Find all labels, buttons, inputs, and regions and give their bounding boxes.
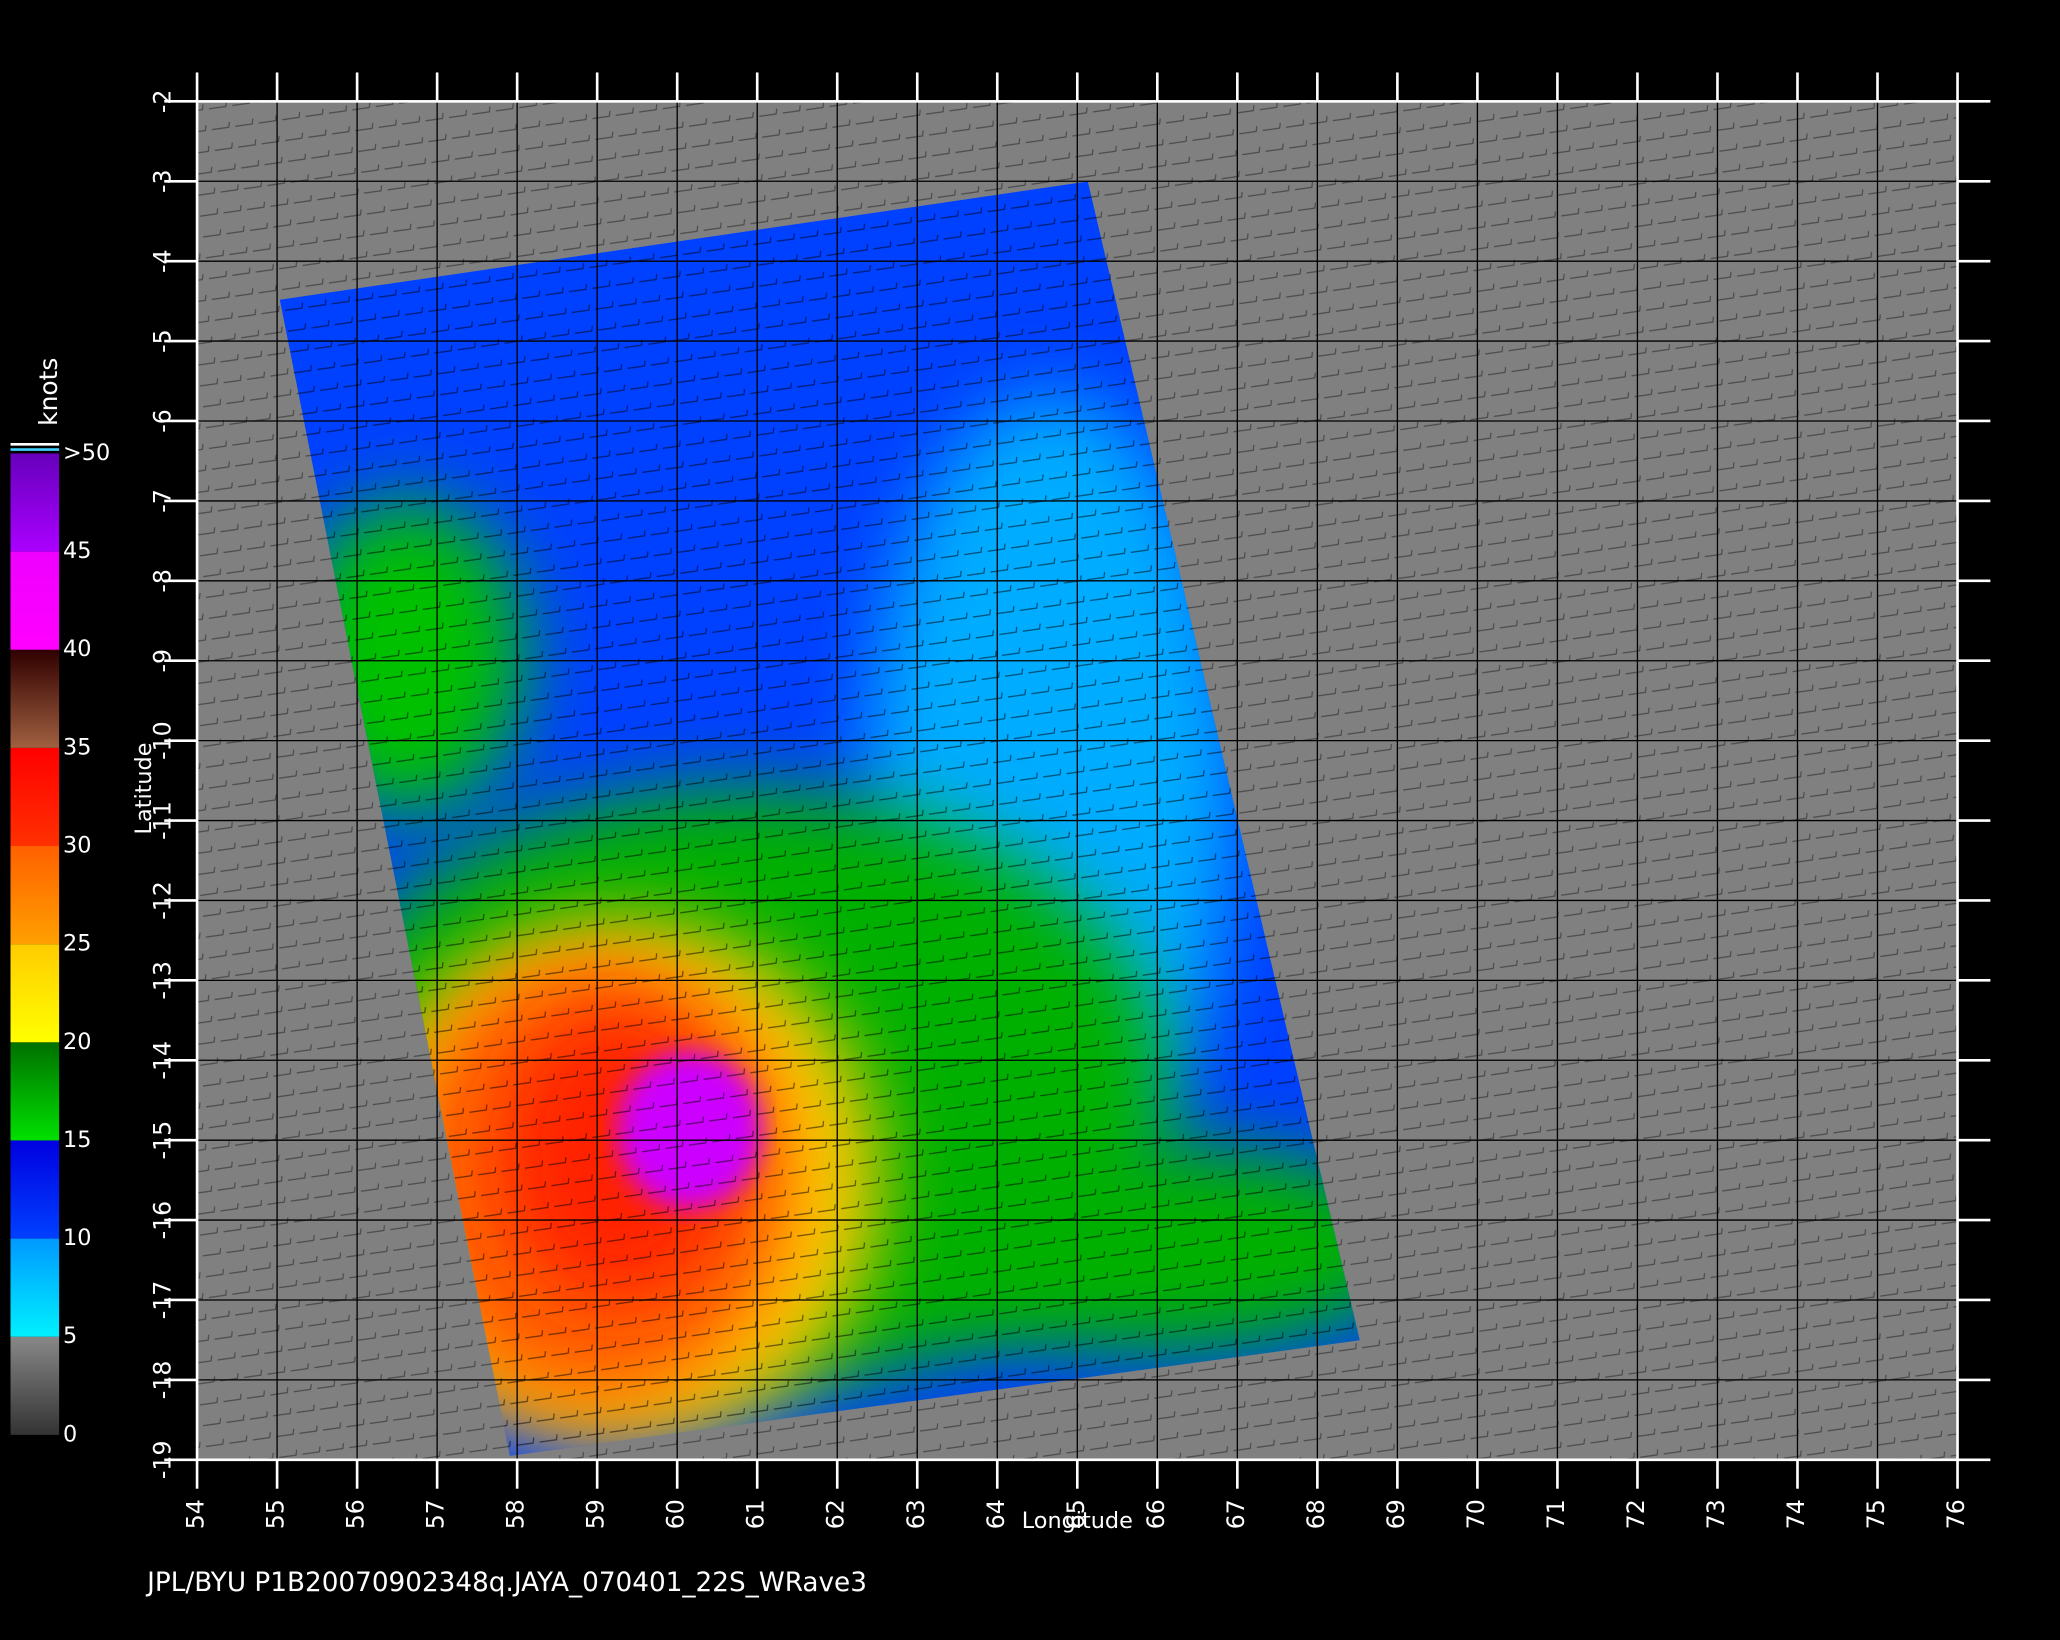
x-tick-label: 68 (1302, 1499, 1330, 1529)
y-tick-label: -5 (149, 329, 177, 353)
x-tick-label: 61 (742, 1499, 770, 1529)
x-tick-label: 55 (262, 1499, 290, 1529)
colorbar-label: 10 (63, 1225, 91, 1251)
x-tick-label: 57 (422, 1499, 450, 1529)
colorbar: 0 5 10 15 20 25 30 35 40 45 >50 (10, 440, 110, 1447)
colorbar-label: >50 (63, 440, 110, 466)
y-tick-label: -11 (149, 801, 177, 840)
colorbar-segment (10, 1140, 60, 1239)
colorbar-label: 15 (63, 1127, 91, 1153)
x-tick-label: 64 (982, 1499, 1010, 1529)
colorbar-segment (10, 551, 60, 650)
colorbar-segment (10, 846, 60, 945)
x-tick-label: 67 (1222, 1499, 1250, 1529)
x-tick-label: 73 (1702, 1499, 1730, 1529)
x-tick-label: 72 (1622, 1499, 1650, 1529)
x-tick-label: 66 (1142, 1499, 1170, 1529)
x-tick-label: 70 (1462, 1499, 1490, 1529)
y-tick-label: -17 (149, 1281, 177, 1320)
x-tick-label: 60 (662, 1499, 690, 1529)
colorbar-label: 0 (63, 1421, 77, 1447)
colorbar-segment (10, 1238, 60, 1337)
colorbar-segment (10, 747, 60, 847)
x-tick-label: 76 (1942, 1499, 1970, 1529)
y-tick-label: -15 (149, 1121, 177, 1160)
colorbar-segment (10, 1336, 60, 1435)
y-tick-label: -4 (149, 249, 177, 273)
colorbar-segment (10, 1042, 60, 1141)
axes: 54 55 56 57 58 59 60 61 62 63 64 65 66 67 68 69 70 71 72 73… (149, 72, 1991, 1529)
colorbar-label: 30 (63, 833, 91, 859)
y-tick-label: -16 (149, 1201, 177, 1240)
y-tick-label: -2 (149, 90, 177, 114)
colorbar-segment (10, 944, 60, 1043)
colorbar-label: 45 (63, 538, 91, 564)
y-tick-label: -6 (149, 409, 177, 433)
y-tick-label: -8 (149, 569, 177, 593)
footer: JPL/BYU P1B20070902348q.JAYA_070401_22S_… (145, 1568, 867, 1598)
y-tick-label: -9 (149, 649, 177, 673)
x-tick-label: 63 (902, 1499, 930, 1529)
x-axis-label: Longitude (1022, 1508, 1133, 1534)
x-tick-label: 58 (502, 1499, 530, 1529)
y-axis-label: Latitude (131, 743, 157, 835)
plot-frame (195, 100, 1959, 1462)
x-tick-label: 59 (582, 1499, 610, 1529)
x-tick-label: 54 (182, 1499, 210, 1529)
colorbar-segment (10, 649, 60, 748)
y-tick-label: -3 (149, 169, 177, 193)
x-tick-label: 71 (1542, 1499, 1570, 1529)
x-tick-label: 74 (1782, 1499, 1810, 1529)
y-tick-label: -10 (149, 721, 177, 760)
y-tick-label: -14 (149, 1041, 177, 1080)
colorbar-title: knots (34, 358, 63, 426)
y-tick-label: -19 (149, 1441, 177, 1480)
x-tick-label: 75 (1862, 1499, 1890, 1529)
colorbar-label: 20 (63, 1029, 91, 1055)
colorbar-label: 5 (63, 1323, 77, 1349)
colorbar-label: 40 (63, 636, 91, 662)
y-tick-label: -12 (149, 881, 177, 920)
x-tick-label: 56 (342, 1499, 370, 1529)
y-tick-label: -13 (149, 961, 177, 1000)
colorbar-segment (10, 453, 60, 552)
x-tick-label: 62 (822, 1499, 850, 1529)
y-tick-label: -18 (149, 1361, 177, 1400)
colorbar-label: 25 (63, 931, 91, 957)
x-tick-label: 65 (1062, 1499, 1090, 1529)
x-tick-label: 69 (1382, 1499, 1410, 1529)
colorbar-label: 35 (63, 734, 91, 760)
y-tick-label: -7 (149, 489, 177, 513)
